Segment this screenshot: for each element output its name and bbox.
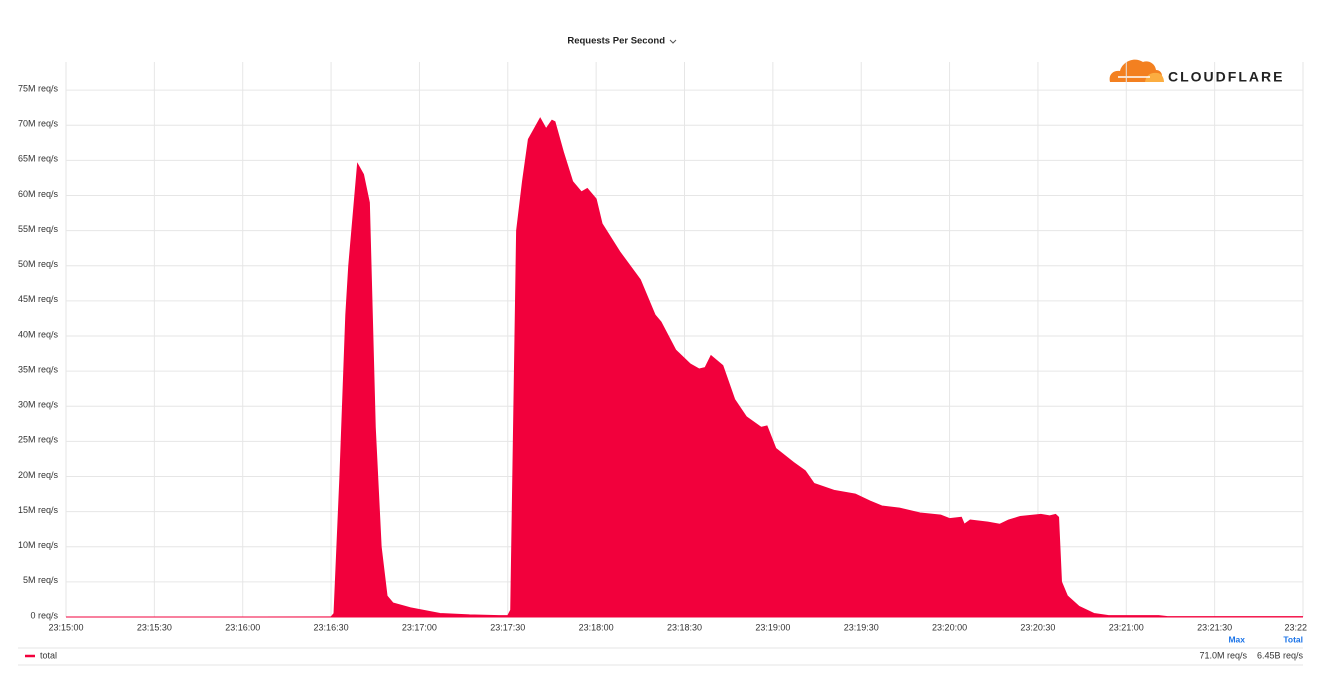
x-tick-label: 23:18:00 xyxy=(579,622,614,632)
title-chevron[interactable] xyxy=(669,39,677,44)
x-tick-label: 23:20:00 xyxy=(932,622,967,632)
summary-value: 71.0M req/s xyxy=(1199,650,1247,660)
x-tick-label: 23:18:30 xyxy=(667,622,702,632)
logo-cloud-small xyxy=(1145,72,1164,82)
logo-text: CLOUDFLARE xyxy=(1168,69,1284,85)
x-tick-label: 23:19:30 xyxy=(844,622,879,632)
x-tick-label: 23:15:00 xyxy=(48,622,83,632)
y-tick-label: 20M req/s xyxy=(18,470,59,480)
y-tick-label: 25M req/s xyxy=(18,435,59,445)
x-tick-label: 23:21:00 xyxy=(1109,622,1144,632)
y-tick-label: 35M req/s xyxy=(18,364,59,374)
y-tick-label: 30M req/s xyxy=(18,400,59,410)
x-tick-label: 23:22 xyxy=(1284,622,1307,632)
area xyxy=(65,117,1304,618)
y-tick-label: 45M req/s xyxy=(18,294,59,304)
x-tick-label: 23:21:30 xyxy=(1197,622,1232,632)
x-tick-label: 23:17:30 xyxy=(490,622,525,632)
summary-header: Total xyxy=(1283,634,1303,644)
y-tick-label: 60M req/s xyxy=(18,189,59,199)
y-tick-label: 10M req/s xyxy=(18,540,59,550)
x-tick-label: 23:16:00 xyxy=(225,622,260,632)
x-tick-label: 23:17:00 xyxy=(402,622,437,632)
x-tick-label: 23:16:30 xyxy=(314,622,349,632)
x-tick-label: 23:15:30 xyxy=(137,622,172,632)
y-tick-label: 0 req/s xyxy=(30,610,58,620)
y-tick-label: 15M req/s xyxy=(18,505,59,515)
x-tick-label: 23:20:30 xyxy=(1020,622,1055,632)
y-tick-label: 50M req/s xyxy=(18,259,59,269)
summary-value: 6.45B req/s xyxy=(1257,650,1304,660)
y-tick-label: 5M req/s xyxy=(23,575,59,585)
y-tick-label: 70M req/s xyxy=(18,119,59,129)
x-tick-label: 23:19:00 xyxy=(755,622,790,632)
legend-label: total xyxy=(40,650,57,660)
logo: CLOUDFLARE xyxy=(1109,59,1284,85)
y-tick-label: 55M req/s xyxy=(18,224,59,234)
summary-header: Max xyxy=(1228,634,1245,644)
y-tick-label: 75M req/s xyxy=(18,83,59,93)
chart-title[interactable]: Requests Per Second xyxy=(567,36,665,47)
y-tick-label: 65M req/s xyxy=(18,154,59,164)
y-tick-label: 40M req/s xyxy=(18,329,59,339)
